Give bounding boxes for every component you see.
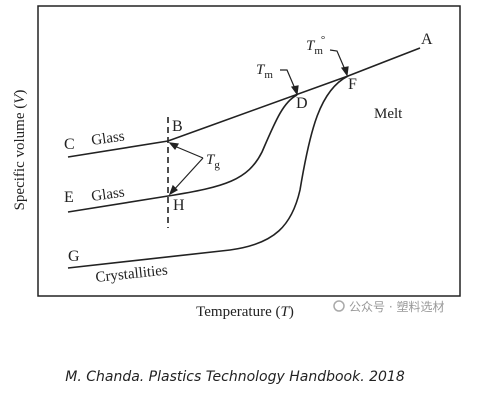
tm0-label: Tm°	[306, 34, 325, 57]
superscript: °	[321, 34, 325, 46]
subscript: g	[214, 159, 220, 171]
symbol: T	[256, 62, 266, 78]
slow-cool-line	[67, 94, 298, 213]
tm-label: Tm	[256, 62, 273, 81]
region-label: Crystallities	[95, 262, 169, 286]
symbol: V	[12, 93, 28, 104]
y-axis-label: Specific volume (V)	[12, 90, 28, 211]
text: Temperature (	[196, 304, 280, 320]
tg-arrows	[168, 142, 204, 196]
subscript: m	[314, 45, 323, 57]
text: Specific volume (	[12, 104, 28, 211]
point-label: F	[348, 76, 357, 93]
plot-frame	[37, 5, 461, 297]
text: )	[289, 304, 294, 320]
melt-glass-line	[67, 47, 421, 158]
subscript: m	[264, 69, 273, 81]
tg-label: Tg	[206, 152, 220, 171]
point-label: H	[173, 197, 185, 214]
point-label: B	[172, 118, 183, 135]
crystal-line	[67, 75, 349, 269]
watermark: 公众号 · 塑料选材	[349, 299, 444, 314]
point-label: D	[296, 95, 308, 112]
tm-arrows	[280, 49, 349, 96]
symbol: T	[280, 304, 290, 320]
watermark-icon	[333, 300, 345, 312]
x-axis-label: Temperature (T)	[196, 304, 294, 320]
point-label: G	[68, 248, 80, 265]
symbol: T	[306, 38, 316, 54]
point-label: E	[64, 189, 74, 206]
region-label: Glass	[90, 128, 125, 149]
symbol: T	[206, 152, 216, 168]
region-label: Glass	[90, 184, 125, 205]
text: )	[12, 90, 28, 95]
caption: M. Chanda. Plastics Technology Handbook.…	[65, 369, 405, 385]
point-label: A	[421, 31, 433, 48]
region-label: Melt	[374, 106, 403, 122]
point-label: C	[64, 136, 75, 153]
